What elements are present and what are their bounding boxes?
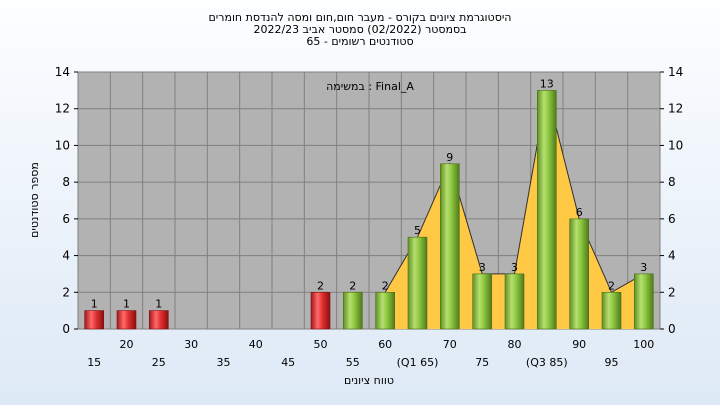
x-tick-label: 50	[314, 338, 328, 351]
y-tick-label-left: 14	[55, 65, 70, 79]
value-label: 3	[479, 261, 486, 274]
value-label: 1	[123, 298, 130, 311]
y-tick-label-right: 10	[668, 138, 683, 152]
bar	[84, 310, 104, 330]
value-label: 1	[155, 298, 162, 311]
value-label: 6	[576, 206, 583, 219]
value-label: 3	[640, 261, 647, 274]
chart-title: היסטוגרמת ציונים בקורס - מעבר חום,חום ומ…	[209, 11, 512, 48]
y-axis-label: מספר סטודנטים	[28, 162, 41, 238]
bar	[569, 218, 590, 330]
x-tick-label: 40	[249, 338, 263, 351]
x-tick-label: 75	[475, 356, 489, 369]
title-line-3: סטודנטים רשומים - 65	[306, 35, 413, 48]
bar	[633, 273, 654, 330]
bar	[375, 291, 396, 330]
value-label: 13	[540, 77, 554, 90]
x-tick-label: 95	[605, 356, 619, 369]
x-tick-label: 55	[346, 356, 360, 369]
value-label: 3	[511, 261, 518, 274]
legend-label: במשימה : Final_A	[326, 80, 414, 93]
bar	[601, 291, 622, 330]
bar	[439, 163, 460, 330]
bar	[472, 273, 493, 330]
x-tick-label: 80	[508, 338, 522, 351]
value-label: 5	[414, 224, 421, 237]
bar	[342, 291, 363, 330]
x-tick-label: 70	[443, 338, 457, 351]
x-tick-label: 100	[633, 338, 654, 351]
y-axis-left: 0 2 4 6 8 10 12 14	[55, 65, 78, 336]
x-axis-label: טווח ציונים	[344, 374, 394, 387]
title-line-2: בסמסטר (02/2022) סמסטר אביב 2022/23	[253, 23, 466, 36]
bar	[116, 310, 137, 330]
y-tick-label-right: 0	[668, 322, 676, 336]
title-line-1: היסטוגרמת ציונים בקורס - מעבר חום,חום ומ…	[209, 11, 512, 24]
x-tick-label: 20	[120, 338, 134, 351]
x-axis: 15 20 25 30 35 40 45 50 55 60 (Q1 65) 70 75 80 (Q3 85)…	[87, 338, 654, 369]
bar	[407, 236, 428, 330]
x-tick-label: 35	[217, 356, 231, 369]
value-labels: 1 1 1 2 2 2 5 9 3 3 13 6 2 3	[91, 77, 648, 310]
value-label: 2	[382, 279, 389, 292]
value-label: 9	[446, 151, 453, 164]
y-tick-label-right: 14	[668, 65, 683, 79]
x-tick-label: 90	[572, 338, 586, 351]
y-axis-right: 0 2 4 6 8 10 12 14	[660, 65, 683, 336]
value-label: 2	[608, 279, 615, 292]
y-tick-label-left: 4	[62, 249, 70, 263]
y-tick-label-right: 2	[668, 285, 676, 299]
y-tick-label-left: 8	[62, 175, 70, 189]
x-tick-label: 30	[184, 338, 198, 351]
bar	[149, 310, 169, 330]
y-tick-label-left: 10	[55, 138, 70, 152]
x-tick-label: 15	[87, 356, 101, 369]
value-label: 2	[349, 279, 356, 292]
value-label: 1	[91, 298, 98, 311]
y-tick-label-left: 2	[62, 285, 70, 299]
value-label: 2	[317, 279, 324, 292]
bars	[84, 90, 654, 330]
x-tick-label: 45	[281, 356, 295, 369]
y-tick-label-left: 12	[55, 102, 70, 116]
y-tick-label-right: 6	[668, 212, 676, 226]
x-tick-label: 60	[378, 338, 392, 351]
y-tick-label-right: 12	[668, 102, 683, 116]
bar	[536, 90, 557, 330]
bar	[504, 273, 525, 330]
y-tick-label-right: 8	[668, 175, 676, 189]
x-tick-label: 25	[152, 356, 166, 369]
x-tick-label: (Q3 85)	[526, 356, 568, 369]
y-tick-label-left: 6	[62, 212, 70, 226]
y-tick-label-left: 0	[62, 322, 70, 336]
y-tick-label-right: 4	[668, 249, 676, 263]
bar	[310, 291, 331, 330]
x-tick-label: (Q1 65)	[397, 356, 439, 369]
